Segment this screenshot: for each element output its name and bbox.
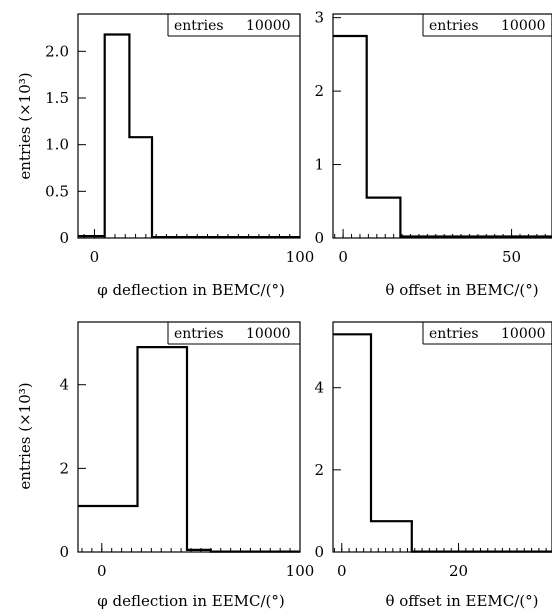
x-tick-label: 0: [337, 562, 347, 580]
y-tick-label: 1.5: [45, 89, 69, 107]
y-tick-label: 0.5: [45, 182, 69, 200]
y-tick-label: 1.0: [45, 136, 69, 154]
y-tick-label: 2: [59, 459, 69, 477]
plot-frame: [332, 321, 552, 553]
y-tick-label: 2: [314, 82, 324, 100]
stats-entries-value: 10000: [246, 326, 291, 342]
x-tick-label: 50: [502, 248, 521, 266]
histogram-panel-2: 0 1 2 3 0 50 entries 10000 θ offset in BEMC/(°): [314, 9, 552, 299]
histogram-panel-3: 0 2 4 0 100 entries 10000 φ deflection in EEMC/…: [16, 321, 315, 610]
x-axis-title: φ deflection in EEMC/(°): [97, 592, 285, 610]
x-tick-label: 100: [286, 562, 315, 580]
x-tick-label: 0: [97, 562, 107, 580]
x-axis-title: θ offset in EEMC/(°): [385, 592, 538, 610]
stats-entries-value: 10000: [501, 18, 546, 34]
y-tick-label: 0: [59, 229, 69, 247]
stats-entries-label: entries: [174, 18, 224, 34]
y-tick-label: 4: [59, 376, 69, 394]
plot-frame: [332, 13, 552, 239]
y-tick-label: 0: [314, 543, 324, 561]
x-axis-title: θ offset in BEMC/(°): [385, 281, 538, 299]
x-tick-label: 0: [338, 248, 348, 266]
y-tick-label: 2: [314, 461, 324, 479]
x-axis-title: φ deflection in BEMC/(°): [97, 281, 285, 299]
y-tick-label: 0: [59, 543, 69, 561]
y-tick-label: 3: [314, 9, 324, 27]
x-tick-label: 100: [286, 248, 315, 266]
histogram-outline: [333, 34, 552, 238]
plot-frame: [77, 13, 301, 239]
stats-entries-value: 10000: [501, 326, 546, 342]
plot-frame: [77, 321, 301, 553]
y-tick-label: 1: [314, 156, 324, 174]
histogram-panel-4: 0 2 4 0 20 entries 10000 θ offset in EEMC/(°): [314, 321, 552, 610]
histogram-outline: [78, 346, 300, 553]
histogram-panel-1: 0 0.5 1.0 1.5 2.0 0 100 entries 10000 φ deflectio…: [16, 13, 315, 299]
stats-entries-value: 10000: [246, 18, 291, 34]
histogram-outline: [333, 333, 552, 553]
y-tick-label: 0: [314, 229, 324, 247]
x-tick-label: 20: [449, 562, 468, 580]
histogram-outline: [78, 33, 300, 239]
x-tick-label: 0: [90, 248, 100, 266]
y-tick-label: 2.0: [45, 42, 69, 60]
y-tick-label: 4: [314, 379, 324, 397]
y-axis-title: entries (×10³): [16, 72, 34, 179]
stats-entries-label: entries: [429, 326, 479, 342]
stats-entries-label: entries: [429, 18, 479, 34]
y-axis-title: entries (×10³): [16, 382, 34, 489]
stats-entries-label: entries: [174, 326, 224, 342]
